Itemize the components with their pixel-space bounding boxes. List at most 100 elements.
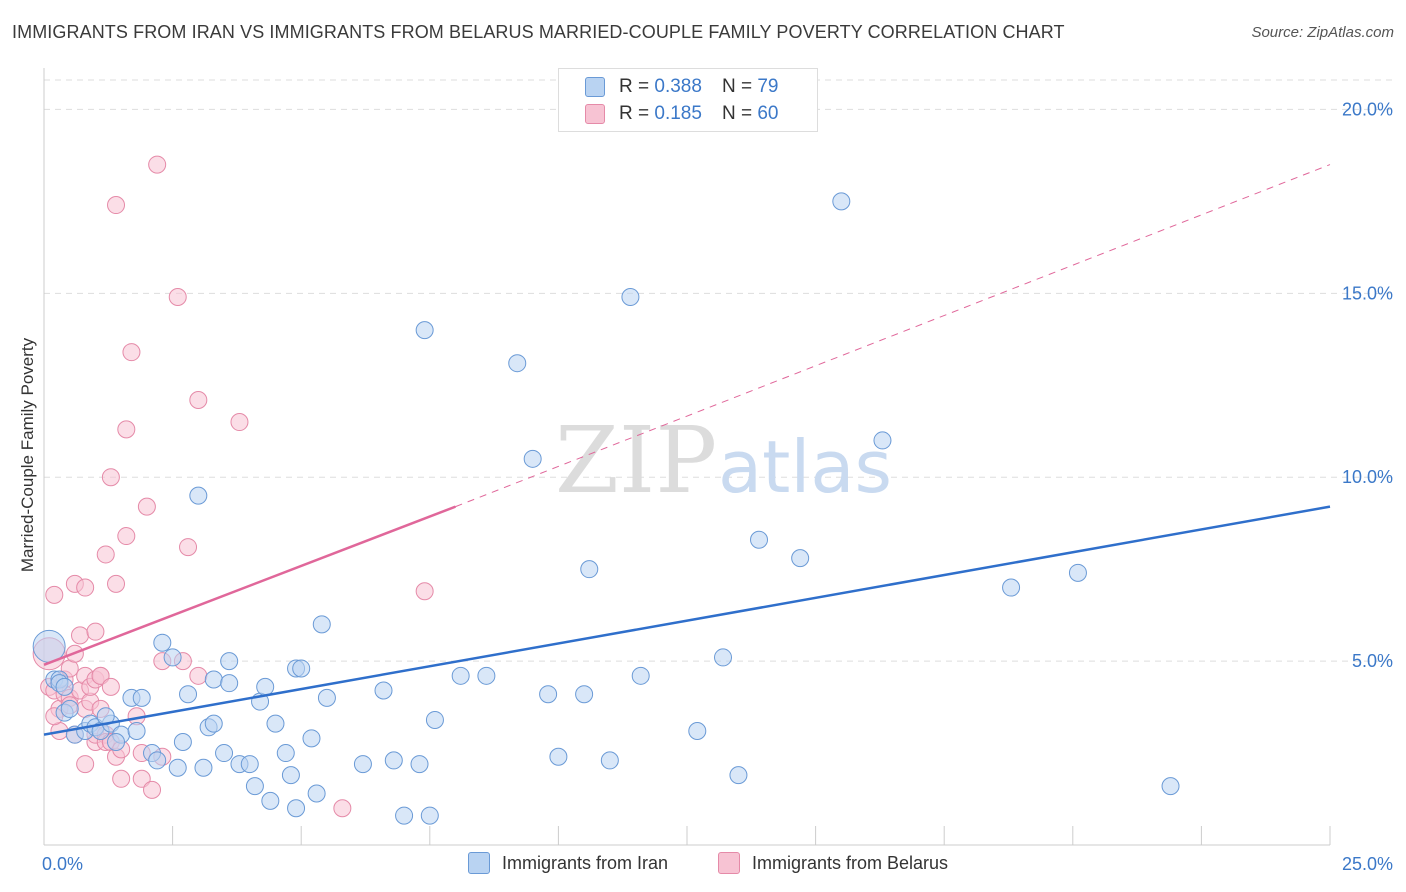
point-iran — [580, 560, 599, 579]
point-iran — [148, 751, 167, 770]
bottom-legend-swatch-iran — [468, 852, 490, 874]
point-iran — [127, 721, 146, 740]
legend-row-belarus: R = 0.185 N = 60 — [585, 102, 778, 126]
point-belarus — [189, 390, 208, 409]
point-iran — [395, 806, 414, 825]
point-iran — [55, 677, 74, 696]
point-belarus — [91, 666, 110, 685]
legend-swatch-belarus — [585, 104, 605, 124]
watermark-zip: ZIP — [555, 407, 717, 514]
watermark-atlas: atlas — [718, 425, 892, 509]
point-belarus — [168, 287, 187, 306]
grid-lines — [44, 79, 1395, 662]
y-tick-label: 15.0% — [1342, 283, 1393, 303]
point-belarus — [107, 196, 126, 215]
point-belarus — [86, 622, 105, 641]
x-tick-label: 25.0% — [1342, 854, 1393, 874]
bottom-legend-iran: Immigrants from Iran — [468, 852, 668, 874]
trend-line-iran — [43, 505, 1331, 736]
x-tick-label: 0.0% — [42, 854, 83, 874]
point-belarus — [122, 343, 141, 362]
point-iran — [302, 729, 321, 748]
point-iran — [194, 758, 213, 777]
source-label: Source: ZipAtlas.com — [1251, 24, 1394, 41]
point-iran — [266, 714, 285, 733]
point-iran — [832, 192, 851, 211]
point-belarus — [101, 468, 120, 487]
point-belarus — [148, 155, 167, 174]
point-iran — [173, 733, 192, 752]
legend-r-label: R = — [619, 76, 650, 97]
point-iran — [220, 652, 239, 671]
point-iran — [215, 744, 234, 763]
legend-n-value: 79 — [757, 76, 779, 97]
point-iran — [204, 714, 223, 733]
axes — [43, 68, 1331, 846]
point-iran — [549, 747, 568, 766]
y-axis-label: Married-Couple Family Poverty — [18, 337, 37, 573]
point-belarus — [230, 413, 249, 432]
correlation-legend: R = 0.388 N = 79 R = 0.185 N = 60 — [558, 68, 818, 132]
legend-row-iran: R = 0.388 N = 79 — [585, 75, 778, 99]
point-iran — [1002, 578, 1021, 597]
point-iran — [163, 648, 182, 667]
point-iran — [410, 755, 429, 774]
point-iran — [307, 784, 326, 803]
legend-n-value: 60 — [757, 103, 779, 124]
point-iran — [575, 685, 594, 704]
point-iran — [240, 755, 259, 774]
trend-line-belarus — [43, 505, 456, 666]
point-iran — [508, 354, 527, 373]
point-iran — [292, 659, 311, 678]
point-belarus — [112, 769, 131, 788]
point-iran — [153, 633, 172, 652]
point-iran — [523, 449, 542, 468]
point-iran — [631, 666, 650, 685]
point-iran — [256, 677, 275, 696]
legend-r-value: 0.388 — [654, 76, 702, 97]
point-belarus — [45, 585, 64, 604]
point-iran — [317, 688, 336, 707]
point-belarus — [101, 677, 120, 696]
point-iran — [132, 688, 151, 707]
y-tick-label: 20.0% — [1342, 99, 1393, 119]
point-iran — [420, 806, 439, 825]
point-iran — [451, 666, 470, 685]
point-belarus — [117, 527, 136, 546]
point-iran — [312, 615, 331, 634]
point-iran — [688, 721, 707, 740]
legend-n-label: N = — [721, 76, 753, 97]
bottom-legend-label-belarus: Immigrants from Belarus — [752, 852, 949, 873]
point-iran — [60, 699, 79, 718]
watermark: ZIP atlas — [555, 407, 892, 514]
point-belarus — [76, 578, 95, 597]
legend-r-value: 0.185 — [654, 103, 702, 124]
point-belarus — [333, 799, 352, 818]
point-iran — [750, 530, 769, 549]
legend-n-label: N = — [721, 103, 753, 124]
point-belarus — [143, 780, 162, 799]
point-iran — [1068, 563, 1087, 582]
point-belarus — [179, 538, 198, 557]
trend-lines — [43, 164, 1331, 736]
point-iran — [600, 751, 619, 770]
point-iran — [189, 486, 208, 505]
legend-swatch-iran — [585, 77, 605, 97]
chart-title: IMMIGRANTS FROM IRAN VS IMMIGRANTS FROM … — [12, 22, 1065, 42]
bottom-legend-label-iran: Immigrants from Iran — [502, 852, 669, 873]
point-iran — [353, 755, 372, 774]
point-iran — [539, 685, 558, 704]
tick-labels: 5.0% 10.0% 15.0% 20.0% 0.0% 25.0% — [42, 99, 1393, 874]
y-tick-label: 10.0% — [1342, 467, 1393, 487]
point-iran — [873, 431, 892, 450]
point-iran — [415, 321, 434, 340]
point-iran — [384, 751, 403, 770]
point-iran — [729, 766, 748, 785]
point-belarus — [117, 420, 136, 439]
point-iran — [374, 681, 393, 700]
point-iran — [220, 674, 239, 693]
point-iran — [281, 766, 300, 785]
trend-line-belarus-extension — [455, 164, 1331, 508]
series-iran-points — [32, 192, 1180, 825]
